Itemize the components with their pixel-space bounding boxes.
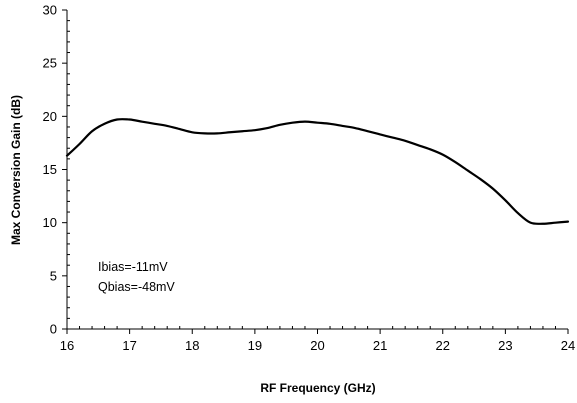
- y-tick-label: 10: [43, 215, 57, 230]
- y-axis-title: Max Conversion Gain (dB): [9, 95, 23, 245]
- x-tick-label: 17: [122, 338, 136, 353]
- y-tick-label: 15: [43, 162, 57, 177]
- annotation-background: [92, 252, 212, 298]
- major-ticks: [62, 9, 569, 334]
- x-tick-label: 24: [561, 338, 575, 353]
- x-tick-label: 20: [310, 338, 324, 353]
- x-tick-label: 16: [60, 338, 74, 353]
- x-tick-label: 23: [498, 338, 512, 353]
- x-tick-label: 18: [185, 338, 199, 353]
- x-tick-labels: 16 17 18 19 20 21 22 23 24: [60, 338, 575, 353]
- x-tick-label: 22: [436, 338, 450, 353]
- series-line: [65, 118, 570, 225]
- x-tick-label: 19: [248, 338, 262, 353]
- annotation-line-2: Qbias=-48mV: [98, 280, 175, 294]
- y-tick-label: 25: [43, 56, 57, 71]
- x-axis-title: RF Frequency (GHz): [260, 381, 375, 395]
- y-tick-label: 30: [43, 3, 57, 18]
- y-tick-labels: 0 5 10 15 20 25 30: [43, 3, 57, 337]
- y-tick-label: 0: [50, 322, 57, 337]
- annotation-box: Ibias=-11mV Qbias=-48mV: [92, 252, 212, 298]
- annotation-line-1: Ibias=-11mV: [98, 260, 168, 274]
- x-tick-label: 21: [373, 338, 387, 353]
- y-tick-label: 5: [50, 268, 57, 283]
- y-tick-label: 20: [43, 109, 57, 124]
